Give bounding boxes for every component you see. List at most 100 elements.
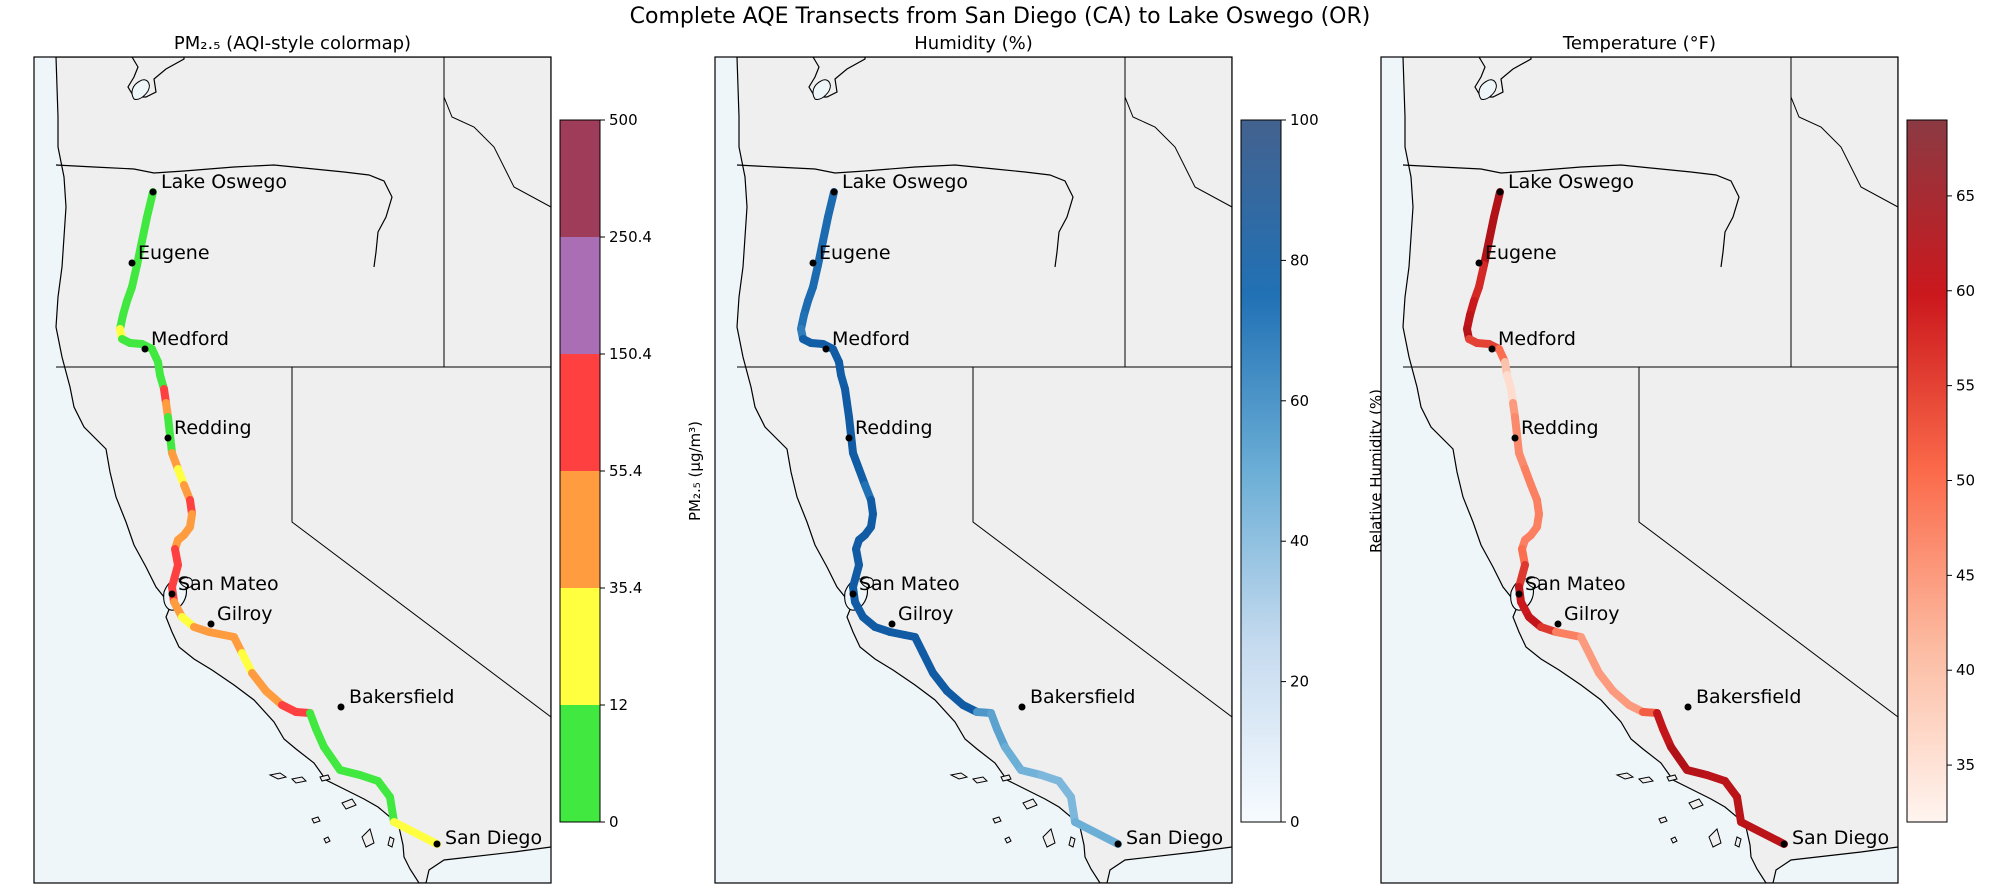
- colorbar-tick-label: 40: [1956, 661, 1975, 679]
- city-marker: [141, 345, 149, 353]
- transect-segment: [1480, 237, 1493, 269]
- colorbar-tick-label: 45: [1956, 566, 1975, 584]
- city-label: Redding: [174, 417, 252, 439]
- city-marker: [1511, 434, 1519, 442]
- colorbar-tick-label: 250.4: [609, 228, 652, 246]
- city-marker: [822, 345, 830, 353]
- city-marker: [1780, 840, 1788, 848]
- city-marker: [1496, 188, 1504, 196]
- transect-segment: [1667, 743, 1691, 774]
- transect-pm25: [116, 188, 441, 848]
- city-label: Medford: [151, 328, 229, 350]
- colorbar-band: [560, 588, 600, 705]
- city-marker: [433, 840, 441, 848]
- transect-segment: [133, 237, 146, 269]
- colorbar-band: [560, 120, 600, 237]
- colorbar-band: [560, 354, 600, 471]
- colorbar-tick-label: 55.4: [609, 462, 642, 480]
- colorbar-temperature: 35404550556065Temperature (°F): [1906, 119, 1975, 823]
- colorbar-tick-label: 500: [609, 111, 638, 129]
- colorbar-label-pm25: PM₂.₅ (µg/m³): [686, 421, 704, 521]
- colorbar-tick-label: 0: [1290, 813, 1300, 831]
- transect-segment: [1733, 793, 1745, 826]
- city-marker: [149, 188, 157, 196]
- city-label: San Mateo: [859, 573, 960, 595]
- city-label: San Mateo: [1525, 573, 1626, 595]
- panels: PM₂.₅ (AQI-style colormap) Lake Oswego Eug…: [33, 33, 1975, 884]
- city-marker: [207, 620, 215, 628]
- city-marker: [849, 590, 857, 598]
- city-label: Eugene: [138, 242, 210, 264]
- panel-title-humidity: Humidity (%): [914, 33, 1033, 54]
- city-label: Gilroy: [898, 603, 954, 625]
- city-label: Medford: [1498, 328, 1576, 350]
- transect-segment: [143, 188, 157, 221]
- transect-segment: [1071, 818, 1122, 848]
- colorbar-tick-label: 35: [1956, 756, 1975, 774]
- colorbar-tick-label: 60: [1956, 282, 1975, 300]
- city-marker: [1488, 345, 1496, 353]
- transect-segment: [1067, 793, 1079, 826]
- city-label: San Diego: [445, 827, 542, 849]
- transect-segment: [390, 818, 441, 848]
- colorbar-tick-label: 150.4: [609, 345, 652, 363]
- city-marker: [830, 188, 838, 196]
- city-label: Eugene: [1485, 242, 1557, 264]
- transect-segment: [386, 793, 398, 826]
- city-label: Bakersfield: [1030, 686, 1135, 708]
- colorbar-tick-label: 65: [1956, 187, 1975, 205]
- colorbar-tick-label: 20: [1290, 673, 1309, 691]
- city-marker: [1684, 703, 1692, 711]
- city-label: San Mateo: [178, 573, 279, 595]
- city-marker: [1018, 703, 1026, 711]
- transect-segment: [819, 213, 832, 245]
- colorbar-tick-label: 35.4: [609, 579, 642, 597]
- map-frame-pm25: [33, 56, 552, 884]
- colorbar-tick-label: 50: [1956, 471, 1975, 489]
- transect-temperature: [1463, 188, 1788, 848]
- panel-title-temperature: Temperature (°F): [1562, 33, 1716, 54]
- transect-segment: [814, 237, 827, 269]
- colorbar-frame: [559, 119, 601, 823]
- transect-segment: [1737, 818, 1788, 848]
- city-label: Gilroy: [217, 603, 273, 625]
- panel-pm25: PM₂.₅ (AQI-style colormap) Lake Oswego Eug…: [33, 33, 704, 884]
- transect-segment: [320, 743, 344, 774]
- colorbar-band: [560, 237, 600, 354]
- map-temperature: Lake Oswego Eugene Medford Redding San Mateo…: [1381, 57, 1898, 883]
- colorbar-band: [560, 471, 600, 588]
- city-marker: [164, 434, 172, 442]
- city-label: Eugene: [819, 242, 891, 264]
- city-label: Lake Oswego: [842, 171, 968, 193]
- city-marker: [888, 620, 896, 628]
- map-frame-humidity: [714, 56, 1233, 884]
- city-label: Medford: [832, 328, 910, 350]
- panel-title-pm25: PM₂.₅ (AQI-style colormap): [174, 33, 411, 54]
- colorbar-frame: [1240, 119, 1282, 823]
- colorbar-tick-label: 40: [1290, 532, 1309, 550]
- city-label: Lake Oswego: [1508, 171, 1634, 193]
- city-label: San Diego: [1792, 827, 1889, 849]
- panel-temperature: Temperature (°F) Lake Oswego Eugene Medford…: [1380, 33, 1975, 884]
- transect-segment: [1485, 213, 1498, 245]
- transect-segment: [138, 213, 151, 245]
- city-marker: [845, 434, 853, 442]
- city-marker: [1554, 620, 1562, 628]
- city-label: Redding: [1521, 417, 1599, 439]
- city-label: Gilroy: [1564, 603, 1620, 625]
- colorbar-gradient: [1241, 120, 1281, 822]
- map-humidity: Lake Oswego Eugene Medford Redding San Mateo…: [715, 57, 1232, 883]
- city-marker: [1114, 840, 1122, 848]
- transect-segment: [824, 188, 838, 221]
- city-label: Bakersfield: [349, 686, 454, 708]
- figure-title: Complete AQE Transects from San Diego (C…: [630, 4, 1371, 29]
- colorbar-tick-label: 60: [1290, 392, 1309, 410]
- colorbar-band: [560, 705, 600, 822]
- colorbar-tick-label: 55: [1956, 377, 1975, 395]
- colorbar-pm25: 0 12 35.4 55.4 150.4 250.4 500 PM₂.₅ (µg/m³): [559, 111, 704, 831]
- map-pm25: Lake Oswego Eugene Medford Redding San Mateo…: [34, 57, 551, 883]
- transect-segment: [1490, 188, 1504, 221]
- colorbar-frame: [1906, 119, 1948, 823]
- city-label: Lake Oswego: [161, 171, 287, 193]
- city-marker: [809, 259, 817, 267]
